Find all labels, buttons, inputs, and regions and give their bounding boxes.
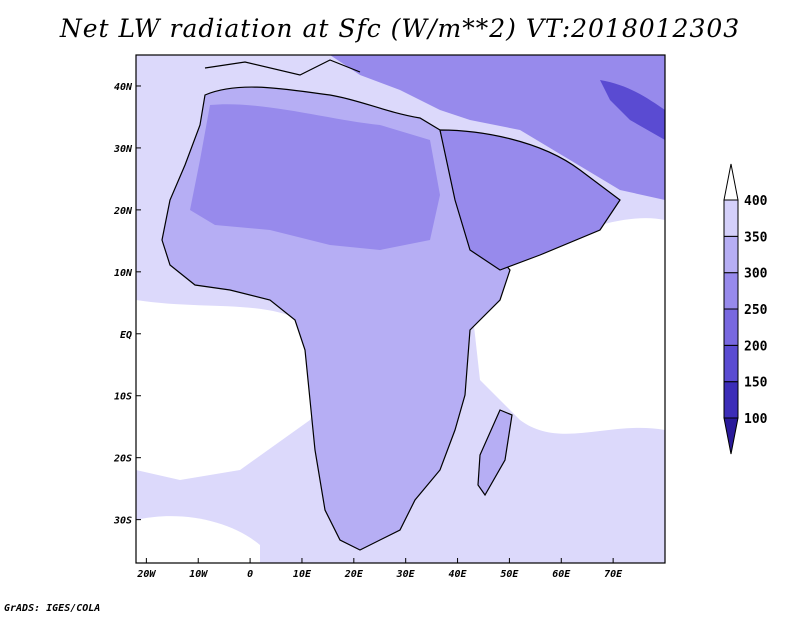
map-title: Net LW radiation at Sfc (W/m**2) VT:2018… bbox=[59, 14, 741, 43]
colorbar-level-label: 250 bbox=[744, 303, 768, 318]
lon-tick-label: 40E bbox=[449, 569, 468, 580]
lat-tick-label: 10N bbox=[114, 268, 133, 279]
colorbar-segment bbox=[723, 199, 739, 237]
lat-tick-label: 30N bbox=[113, 144, 133, 155]
plot-area bbox=[135, 54, 666, 564]
colorbar-level-label: 100 bbox=[744, 412, 768, 427]
low-flux-region-atlantic bbox=[136, 300, 330, 480]
lon-tick-label: 60E bbox=[552, 569, 571, 580]
colorbar-level-label: 350 bbox=[744, 230, 768, 245]
eurasia-region bbox=[330, 55, 665, 200]
lat-tick-label: 30S bbox=[113, 516, 132, 527]
grads-credit: GrADS: IGES/COLA bbox=[4, 603, 101, 614]
lon-tick-label: 70E bbox=[604, 569, 623, 580]
colorbar-level-label: 200 bbox=[744, 339, 768, 354]
colorbar-segment bbox=[723, 308, 739, 346]
colorbar-segment bbox=[723, 235, 739, 274]
sahara-region bbox=[190, 104, 440, 250]
lat-tick-label: 20S bbox=[113, 454, 132, 465]
latitude-axis: 40N 30N 20N 10N EQ 10S 20S 30S bbox=[113, 82, 141, 527]
lat-tick-label: 20N bbox=[113, 206, 133, 217]
colorbar-bottom-arrow bbox=[723, 417, 739, 455]
lon-tick-label: 20W bbox=[136, 569, 156, 580]
low-flux-region-south bbox=[136, 516, 260, 563]
colorbar-level-label: 150 bbox=[744, 376, 768, 391]
colorbar-segment bbox=[723, 381, 739, 419]
himalaya-region bbox=[600, 80, 665, 140]
colorbar-level-label: 400 bbox=[744, 194, 768, 209]
colorbar-segment bbox=[723, 272, 739, 310]
lon-tick-label: 30E bbox=[396, 569, 416, 580]
colorbar-segment bbox=[723, 344, 739, 383]
europe-coast bbox=[204, 59, 361, 76]
lon-tick-label: 50E bbox=[500, 569, 519, 580]
lon-tick-label: 20E bbox=[344, 569, 364, 580]
low-flux-region-indian bbox=[470, 218, 665, 434]
arabia-outline bbox=[439, 129, 621, 271]
madagascar-outline bbox=[477, 409, 513, 497]
lon-tick-label: 0 bbox=[247, 569, 253, 580]
lat-tick-label: 40N bbox=[114, 82, 133, 93]
lat-tick-label: EQ bbox=[120, 330, 132, 341]
lon-tick-label: 10E bbox=[293, 569, 312, 580]
plot-frame bbox=[135, 54, 666, 564]
colorbar: 100 150 200 250 300 350 400 bbox=[723, 163, 768, 455]
colorbar-level-label: 300 bbox=[744, 267, 768, 282]
longitude-axis: 20W 10W 0 10E 20E 30E 40E 50E 60E 70E bbox=[136, 558, 623, 580]
lat-tick-label: 10S bbox=[114, 392, 132, 403]
colorbar-top-arrow bbox=[723, 163, 739, 201]
lon-tick-label: 10W bbox=[189, 569, 208, 580]
